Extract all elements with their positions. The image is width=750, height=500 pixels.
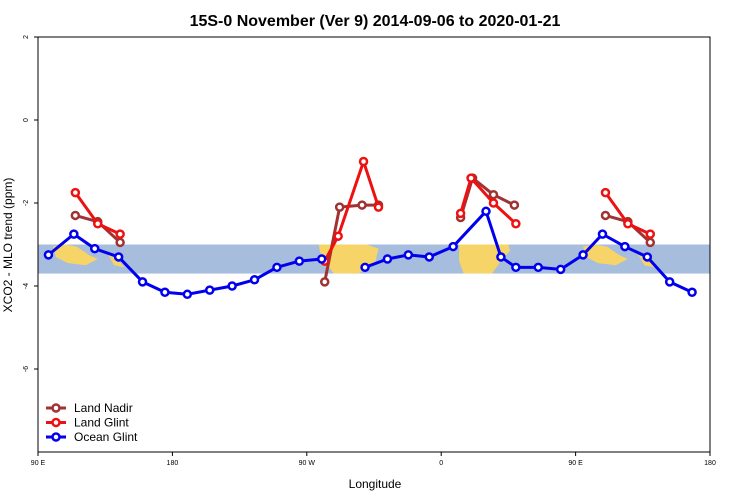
chart-title: 15S-0 November (Ver 9) 2014-09-06 to 202… bbox=[190, 13, 561, 30]
data-point-0-1-0 bbox=[319, 277, 330, 287]
data-point-2-0-9 bbox=[249, 275, 260, 285]
data-point-1-3-1 bbox=[623, 219, 633, 229]
data-point-2-1-10 bbox=[578, 250, 588, 260]
series-ocean-glint bbox=[43, 206, 697, 300]
data-point-1-1-3 bbox=[373, 202, 384, 212]
legend-label-2: Ocean Glint bbox=[74, 430, 138, 444]
data-point-2-1-5 bbox=[481, 206, 491, 217]
data-point-2-1-0 bbox=[360, 262, 370, 273]
data-point-1-0-1 bbox=[92, 219, 103, 229]
data-point-2-0-3 bbox=[113, 252, 124, 262]
data-point-0-1-2 bbox=[357, 200, 367, 210]
data-point-2-0-2 bbox=[89, 243, 100, 254]
series-line-2-1 bbox=[364, 209, 693, 294]
data-point-0-0-2 bbox=[115, 237, 125, 248]
axis-ticks: 90 E 180 90 W 0 90 E 180 2 0 -2 -4 -6 bbox=[23, 35, 716, 467]
y-tick-label-3: -4 bbox=[23, 283, 30, 289]
x-tick-label-4: 90 E bbox=[568, 460, 583, 467]
x-tick-label-3: 0 bbox=[439, 460, 443, 467]
data-point-2-0-5 bbox=[160, 287, 170, 297]
data-point-0-0-0 bbox=[70, 210, 81, 221]
data-point-1-3-2 bbox=[645, 229, 656, 239]
data-point-2-1-8 bbox=[533, 262, 544, 273]
data-point-2-1-11 bbox=[597, 229, 608, 239]
legend-label-0: Land Nadir bbox=[74, 401, 133, 415]
data-point-2-0-4 bbox=[137, 277, 148, 287]
series-layer bbox=[43, 156, 697, 300]
land-shape-4 bbox=[583, 244, 628, 266]
data-point-1-0-0 bbox=[70, 187, 81, 198]
series-line-1-2 bbox=[459, 176, 517, 225]
data-point-0-3-0 bbox=[600, 210, 611, 221]
data-point-1-3-0 bbox=[600, 187, 611, 198]
data-point-1-1-1 bbox=[333, 231, 343, 241]
legend-label-1: Land Glint bbox=[74, 416, 129, 430]
data-point-1-0-2 bbox=[115, 229, 125, 239]
data-point-2-1-15 bbox=[687, 287, 697, 297]
data-point-2-1-9 bbox=[555, 264, 566, 275]
y-tick-label-4: -6 bbox=[23, 366, 30, 372]
x-tick-label-0: 90 E bbox=[31, 460, 46, 467]
data-point-2-0-0 bbox=[43, 250, 54, 260]
data-point-2-0-1 bbox=[69, 229, 79, 239]
data-point-0-2-3 bbox=[509, 200, 520, 210]
data-point-2-1-12 bbox=[620, 241, 630, 252]
data-point-0-1-1 bbox=[334, 202, 345, 212]
legend-marker-2 bbox=[51, 432, 61, 442]
data-point-2-0-10 bbox=[272, 262, 282, 273]
y-axis-label: XCO2 - MLO trend (ppm) bbox=[1, 178, 15, 313]
legend-marker-1 bbox=[51, 417, 61, 428]
x-tick-label-2: 90 W bbox=[299, 460, 316, 467]
series-land-glint bbox=[70, 156, 656, 266]
data-point-0-3-2 bbox=[645, 237, 656, 248]
x-tick-label-1: 180 bbox=[167, 460, 179, 467]
plot-background bbox=[38, 244, 710, 274]
data-point-2-1-14 bbox=[664, 277, 675, 287]
data-point-2-1-1 bbox=[382, 254, 393, 264]
data-point-2-0-8 bbox=[227, 281, 237, 291]
y-tick-label-2: -2 bbox=[23, 200, 30, 206]
legend-marker-0 bbox=[51, 403, 61, 413]
data-point-2-1-3 bbox=[424, 252, 435, 262]
data-point-1-2-0 bbox=[455, 208, 466, 219]
land-shape-3 bbox=[459, 244, 510, 274]
y-tick-label-1: 0 bbox=[23, 118, 30, 122]
data-point-2-1-7 bbox=[511, 262, 521, 273]
data-point-1-2-2 bbox=[488, 198, 499, 208]
plot-frame bbox=[37, 36, 711, 453]
data-point-2-1-2 bbox=[403, 250, 414, 260]
data-point-1-2-3 bbox=[511, 219, 521, 229]
data-point-2-1-13 bbox=[642, 252, 653, 262]
data-point-2-0-7 bbox=[204, 285, 215, 295]
data-point-2-0-11 bbox=[294, 256, 305, 266]
data-point-1-2-1 bbox=[466, 173, 476, 183]
data-point-1-1-2 bbox=[358, 156, 369, 167]
land-shape-0 bbox=[52, 244, 98, 266]
x-axis-label: Longitude bbox=[349, 477, 402, 491]
data-point-2-1-6 bbox=[496, 252, 506, 262]
data-point-2-0-6 bbox=[182, 289, 193, 300]
data-point-0-2-2 bbox=[488, 189, 499, 200]
x-tick-label-5: 180 bbox=[704, 460, 716, 467]
series-line-1-1 bbox=[323, 160, 380, 262]
y-tick-label-0: 2 bbox=[23, 35, 30, 39]
data-point-2-1-4 bbox=[448, 241, 458, 252]
data-point-2-0-12 bbox=[316, 254, 327, 264]
